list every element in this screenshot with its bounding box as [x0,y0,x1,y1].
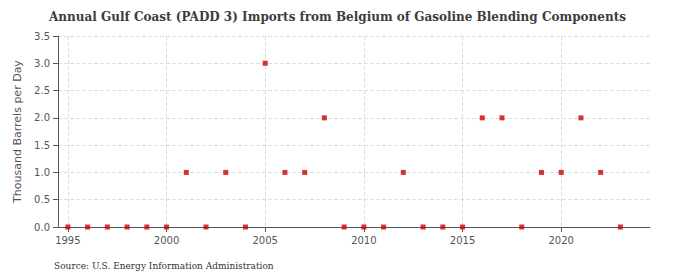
svg-text:Thousand Barrels per Day: Thousand Barrels per Day [11,60,24,204]
svg-text:3.0: 3.0 [34,58,50,69]
svg-text:3.5: 3.5 [34,31,50,42]
svg-text:Source: U.S. Energy Informatio: Source: U.S. Energy Information Administ… [54,261,274,271]
svg-text:1.5: 1.5 [34,140,50,151]
svg-text:2.0: 2.0 [34,112,50,123]
svg-text:0.5: 0.5 [34,194,50,205]
svg-text:2.5: 2.5 [34,85,50,96]
svg-text:2015: 2015 [450,235,475,246]
svg-text:2010: 2010 [351,235,376,246]
svg-text:1.0: 1.0 [34,167,50,178]
svg-text:2000: 2000 [154,235,179,246]
svg-text:2020: 2020 [548,235,573,246]
svg-text:0.0: 0.0 [34,222,50,233]
svg-text:2005: 2005 [252,235,277,246]
svg-text:1995: 1995 [55,235,80,246]
svg-text:Annual Gulf Coast (PADD 3) Imp: Annual Gulf Coast (PADD 3) Imports from … [48,10,626,24]
